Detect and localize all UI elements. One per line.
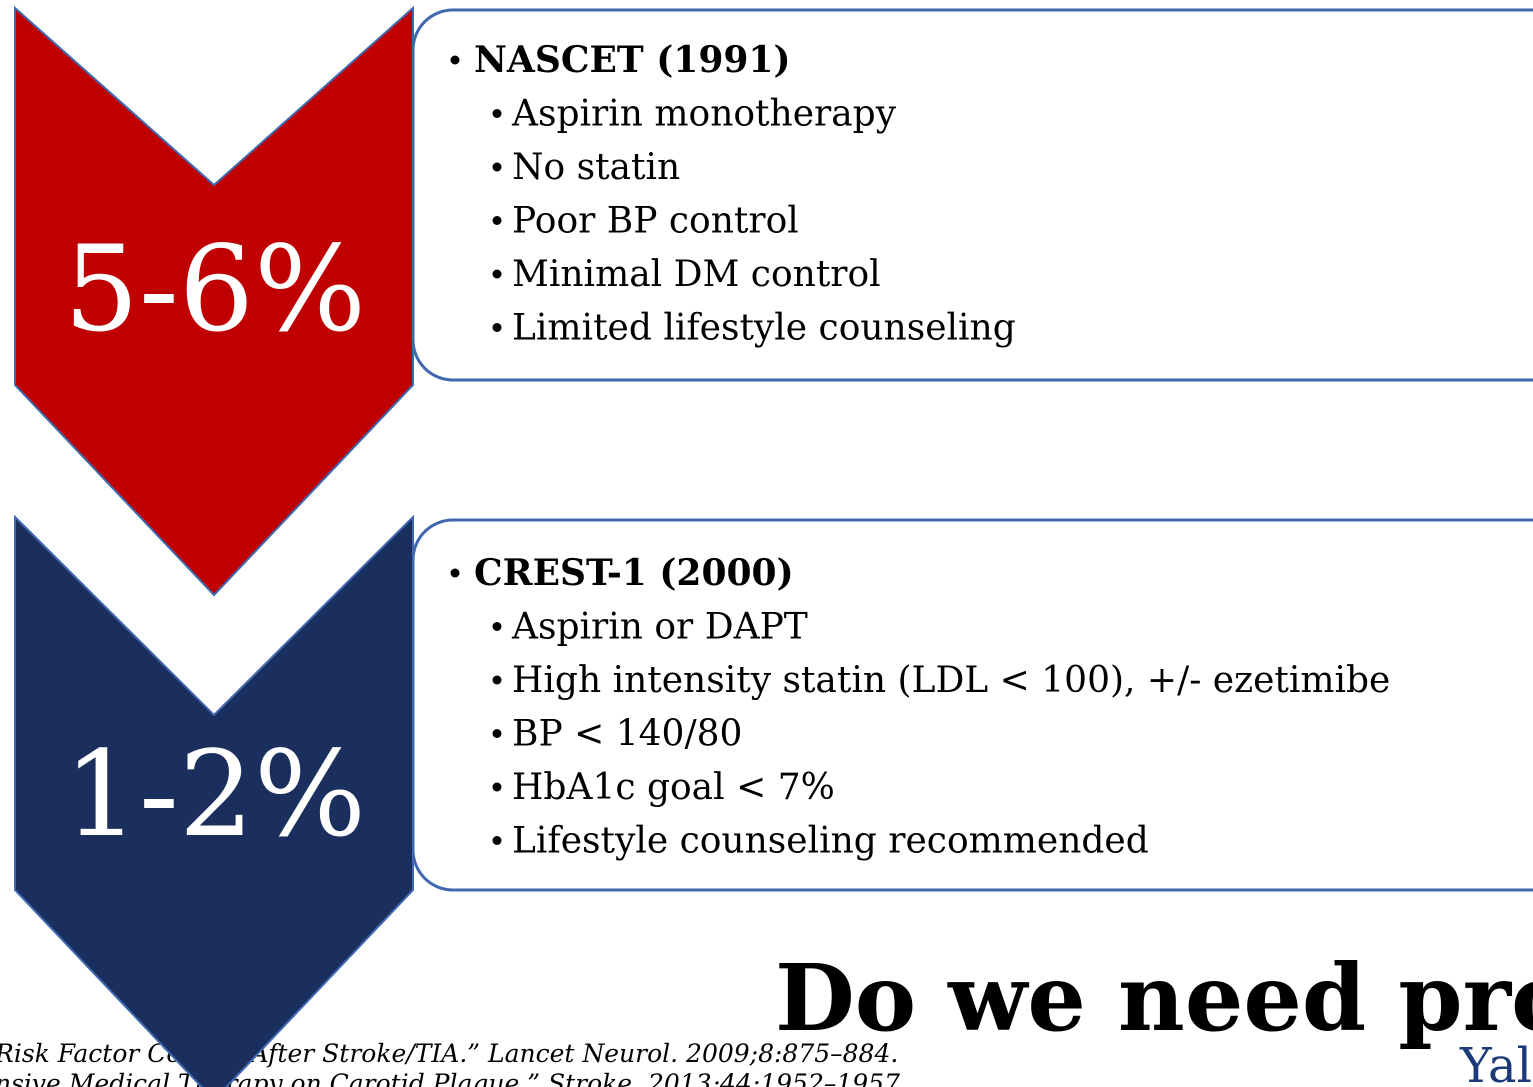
list-item: High intensity statin (LDL < 100), +/- e… — [512, 660, 1390, 701]
bullet — [492, 729, 502, 738]
list-item: Aspirin monotherapy — [511, 94, 897, 135]
list-item: HbA1c goal < 7% — [512, 767, 835, 808]
bullet — [492, 323, 502, 332]
bullet — [450, 55, 460, 65]
list-item: Limited lifestyle counseling — [512, 308, 1016, 349]
list-item: BP < 140/80 — [512, 714, 742, 755]
bullet — [492, 782, 502, 792]
heading: CREST-1 (2000) — [474, 552, 794, 594]
citation: Risk Factor Control After Stroke/TIA.” L… — [0, 1039, 898, 1068]
bullet — [492, 622, 502, 631]
list-item: Aspirin or DAPT — [511, 607, 808, 648]
heading: NASCET (1991) — [474, 39, 791, 81]
stat: 5-6% — [64, 220, 366, 358]
chevron — [14, 5, 414, 597]
bullet — [492, 109, 502, 118]
stat: 1-2% — [64, 725, 366, 863]
list-item: Lifestyle counseling recommended — [512, 821, 1149, 862]
chevron — [14, 514, 414, 1087]
list-item: Minimal DM control — [512, 254, 881, 295]
bullet — [492, 162, 502, 172]
logo: Yal — [1459, 1038, 1532, 1087]
list-item: No statin — [512, 147, 680, 188]
bullet — [450, 568, 460, 578]
question: Do we need pro — [775, 944, 1533, 1052]
bullet — [492, 675, 502, 685]
list-item: Poor BP control — [512, 201, 799, 242]
bullet — [492, 269, 502, 279]
bullet — [492, 836, 502, 845]
citation: nsive Medical Therapy on Carotid Plaque.… — [0, 1069, 908, 1087]
bullet — [492, 216, 502, 225]
